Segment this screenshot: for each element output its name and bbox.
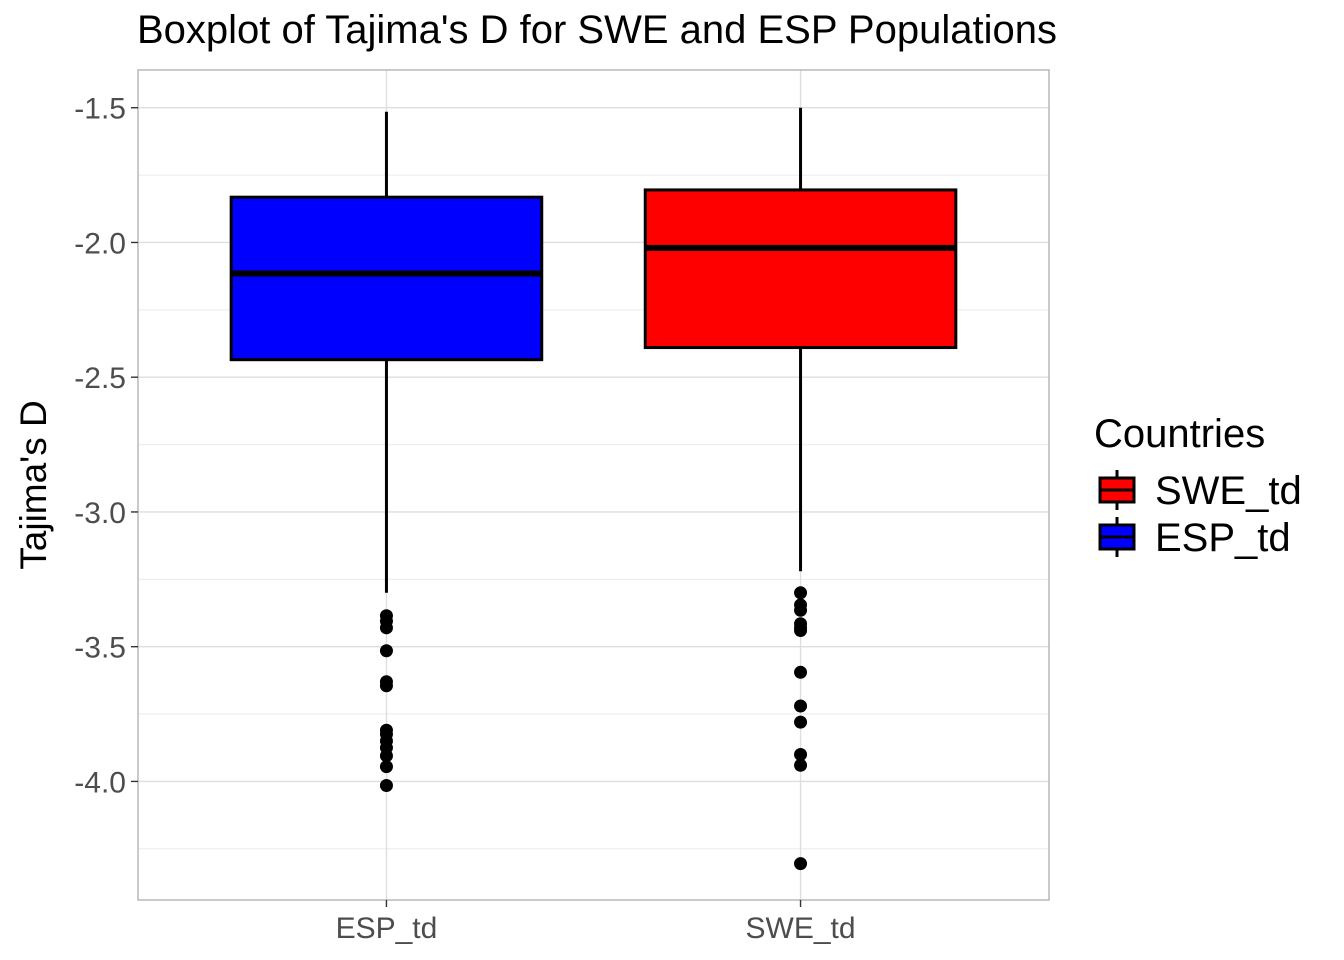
- iqr-box: [229, 195, 544, 362]
- outlier-point: [379, 679, 393, 693]
- y-tick-label: -2.5: [74, 362, 126, 395]
- y-tick-label: -2.0: [74, 227, 126, 260]
- legend-item-ESP_td: ESP_td: [1098, 516, 1291, 560]
- box-ESP_td: [229, 111, 544, 792]
- boxes-layer: [229, 107, 958, 871]
- outlier-point: [379, 778, 393, 792]
- box-SWE_td: [643, 107, 958, 871]
- x-tick-label: ESP_td: [336, 912, 438, 945]
- y-axis-title: Tajima's D: [13, 400, 54, 569]
- iqr-box: [643, 188, 958, 350]
- x-tick-label: SWE_td: [746, 912, 856, 945]
- y-tick-label: -3.0: [74, 497, 126, 530]
- outlier-point: [794, 758, 808, 772]
- legend-item-label: ESP_td: [1155, 516, 1291, 560]
- outlier-point: [794, 747, 808, 761]
- legend-title: Countries: [1094, 412, 1265, 456]
- outlier-point: [794, 857, 808, 871]
- outlier-point: [379, 644, 393, 658]
- outlier-point: [379, 621, 393, 635]
- outlier-point: [794, 665, 808, 679]
- outlier-point: [794, 603, 808, 617]
- outlier-point: [379, 749, 393, 763]
- y-tick-label: -3.5: [74, 632, 126, 665]
- chart-title: Boxplot of Tajima's D for SWE and ESP Po…: [137, 8, 1057, 52]
- outlier-point: [379, 760, 393, 774]
- axes-layer: -1.5 -2.0 -2.5 -3.0 -3.5 -4.0 ESP_td SWE_td: [74, 93, 855, 945]
- legend-item-label: SWE_td: [1155, 469, 1302, 513]
- y-tick-label: -4.0: [74, 766, 126, 799]
- outlier-point: [794, 624, 808, 638]
- outlier-point: [794, 586, 808, 600]
- outlier-point: [794, 699, 808, 713]
- y-tick-label: -1.5: [74, 93, 126, 126]
- outlier-point: [794, 715, 808, 729]
- plot-panel-border: [137, 69, 1050, 901]
- legend-item-SWE_td: SWE_td: [1098, 469, 1302, 513]
